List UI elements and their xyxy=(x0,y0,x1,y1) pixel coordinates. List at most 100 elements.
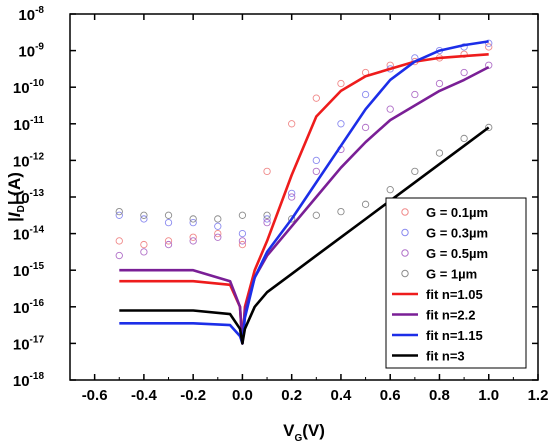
legend-swatch xyxy=(401,208,409,216)
data-point xyxy=(189,215,197,223)
y-axis-title: |ID| (A) xyxy=(5,172,27,222)
data-point xyxy=(460,134,468,143)
data-point xyxy=(263,167,271,176)
data-point xyxy=(214,222,222,230)
legend-swatch xyxy=(401,228,409,237)
data-point xyxy=(115,237,123,245)
y-tick-label: 10-18 xyxy=(13,371,45,390)
legend-item: G = 0.1µm xyxy=(401,205,488,220)
data-point xyxy=(189,218,197,227)
series-2 xyxy=(115,61,493,260)
fit-line xyxy=(119,65,490,345)
x-axis: -0.6 -0.4 -0.2 0.0 0.2 0.4 0.6 0.8 1.0 1.2 xyxy=(69,14,549,404)
x-tick-label: 0.4 xyxy=(331,387,353,404)
legend-box xyxy=(385,197,527,369)
data-point xyxy=(263,218,271,227)
legend-item: fit n=1.05 xyxy=(392,287,483,302)
x-axis-title: VG(V) xyxy=(283,421,325,444)
data-point xyxy=(263,215,271,223)
x-tick-label: 0.8 xyxy=(429,387,450,404)
data-point xyxy=(238,240,247,249)
data-point xyxy=(263,211,271,219)
legend-item: fit n=2.2 xyxy=(392,308,476,323)
legend-swatch xyxy=(401,249,409,257)
y-tick-label: 10-8 xyxy=(18,5,44,24)
data-point xyxy=(361,123,370,132)
legend-label: fit n=1.15 xyxy=(426,328,483,343)
y-tick-label: 10-10 xyxy=(13,78,45,97)
y-tick-label: 10-16 xyxy=(13,298,45,317)
data-point xyxy=(460,68,468,77)
data-point xyxy=(288,120,296,128)
y-tick-label: 10-11 xyxy=(13,115,44,134)
legend-item: G = 0.5µm xyxy=(401,246,488,261)
x-tick-label: -0.4 xyxy=(131,387,158,404)
x-tick-label: 1.2 xyxy=(528,387,549,404)
data-point xyxy=(164,240,173,249)
data-point xyxy=(288,189,296,197)
series-6 xyxy=(119,40,489,345)
data-point xyxy=(312,167,320,176)
x-tick-label: 0.2 xyxy=(281,387,302,404)
legend: G = 0.1µm G = 0.3µm G = 0.5µm G = 1µm fit n=… xyxy=(385,197,527,369)
data-point xyxy=(214,229,222,238)
data-point xyxy=(312,156,320,165)
data-point xyxy=(238,211,247,219)
data-point xyxy=(485,43,493,51)
fit-line xyxy=(119,126,490,345)
data-point xyxy=(361,90,370,99)
data-point xyxy=(411,167,419,176)
data-point xyxy=(411,90,419,99)
legend-label: G = 0.5µm xyxy=(426,246,488,261)
legend-item: fit n=1.15 xyxy=(392,328,483,343)
y-axis: 10-8 10-9 10-10 10-11 10-12 10-13 10-14 10-15 10… xyxy=(13,5,538,390)
legend-item: G = 1µm xyxy=(401,267,477,282)
x-tick-label: 0.6 xyxy=(380,387,401,404)
data-point xyxy=(312,211,320,219)
data-point xyxy=(386,105,394,113)
data-point xyxy=(361,200,370,208)
data-point xyxy=(238,237,247,245)
legend-label: G = 0.1µm xyxy=(426,205,488,220)
y-tick-label: 10-15 xyxy=(13,261,45,280)
data-point xyxy=(140,215,148,223)
data-point xyxy=(485,123,493,132)
data-point xyxy=(164,218,173,227)
data-point xyxy=(288,193,296,201)
data-point xyxy=(238,229,247,238)
y-tick-label: 10-13 xyxy=(13,188,45,207)
legend-label: fit n=3 xyxy=(426,349,465,364)
data-point xyxy=(214,233,222,241)
legend-label: G = 0.3µm xyxy=(426,226,488,241)
legend-label: fit n=1.05 xyxy=(426,287,483,302)
y-tick-label: 10-9 xyxy=(18,42,44,61)
data-point xyxy=(164,211,173,219)
legend-label: fit n=2.2 xyxy=(426,308,476,323)
data-point xyxy=(115,211,123,219)
series-layer xyxy=(115,39,493,345)
y-tick-label: 10-17 xyxy=(13,334,45,353)
legend-item: G = 0.3µm xyxy=(401,226,488,241)
legend-label: G = 1µm xyxy=(426,267,477,282)
x-tick-label: 0.0 xyxy=(232,387,253,404)
legend-swatch xyxy=(401,269,409,278)
legend-item: fit n=3 xyxy=(392,349,465,364)
data-point xyxy=(337,79,345,88)
data-point xyxy=(312,94,320,102)
x-tick-label: -0.2 xyxy=(180,387,206,404)
data-point xyxy=(337,207,345,216)
data-point xyxy=(485,39,493,47)
series-5 xyxy=(119,65,490,345)
data-point xyxy=(140,240,148,249)
data-point xyxy=(337,120,345,128)
data-point xyxy=(140,248,148,256)
y-tick-label: 10-12 xyxy=(13,151,45,170)
x-tick-label: -0.6 xyxy=(82,387,108,404)
data-point xyxy=(189,233,197,241)
data-point xyxy=(164,237,173,245)
series-7 xyxy=(119,126,490,345)
y-tick-label: 10-14 xyxy=(13,225,45,244)
data-point xyxy=(288,215,296,223)
series-3 xyxy=(115,123,493,223)
